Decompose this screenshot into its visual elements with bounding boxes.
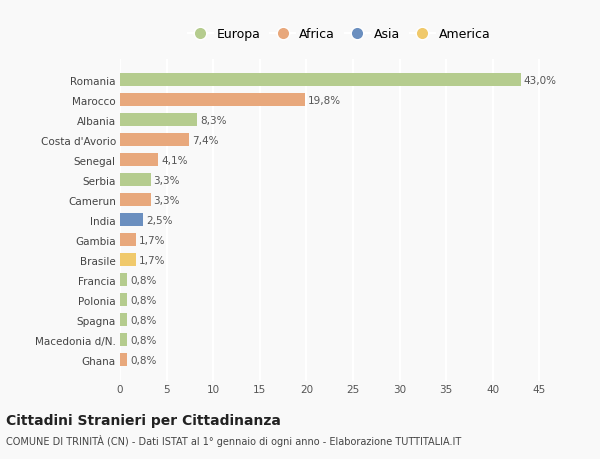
Bar (120, 254, 136, 267)
Bar (120, 194, 151, 207)
Text: 43,0%: 43,0% (524, 76, 557, 86)
Text: 0,8%: 0,8% (130, 275, 157, 285)
Text: 3,3%: 3,3% (154, 196, 180, 205)
Text: 2,5%: 2,5% (146, 215, 173, 225)
Text: 1,7%: 1,7% (139, 235, 165, 245)
Bar (120, 114, 197, 127)
Bar (120, 154, 158, 167)
Text: 4,1%: 4,1% (161, 156, 188, 166)
Bar (120, 334, 127, 347)
Text: 7,4%: 7,4% (192, 135, 218, 146)
Bar (120, 353, 127, 366)
Text: 0,8%: 0,8% (130, 335, 157, 345)
Legend: Europa, Africa, Asia, America: Europa, Africa, Asia, America (184, 24, 494, 45)
Bar (120, 74, 521, 87)
Text: Cittadini Stranieri per Cittadinanza: Cittadini Stranieri per Cittadinanza (6, 413, 281, 427)
Text: 8,3%: 8,3% (200, 116, 227, 126)
Bar (120, 134, 189, 147)
Bar (120, 94, 305, 107)
Bar (120, 274, 127, 286)
Bar (120, 174, 151, 187)
Bar (120, 313, 127, 326)
Bar (120, 234, 136, 247)
Text: 0,8%: 0,8% (130, 315, 157, 325)
Text: 1,7%: 1,7% (139, 255, 165, 265)
Text: 0,8%: 0,8% (130, 355, 157, 365)
Text: 19,8%: 19,8% (307, 96, 340, 106)
Text: COMUNE DI TRINITÀ (CN) - Dati ISTAT al 1° gennaio di ogni anno - Elaborazione TU: COMUNE DI TRINITÀ (CN) - Dati ISTAT al 1… (6, 434, 461, 446)
Text: 0,8%: 0,8% (130, 295, 157, 305)
Bar (120, 294, 127, 307)
Bar (120, 214, 143, 227)
Text: 3,3%: 3,3% (154, 175, 180, 185)
